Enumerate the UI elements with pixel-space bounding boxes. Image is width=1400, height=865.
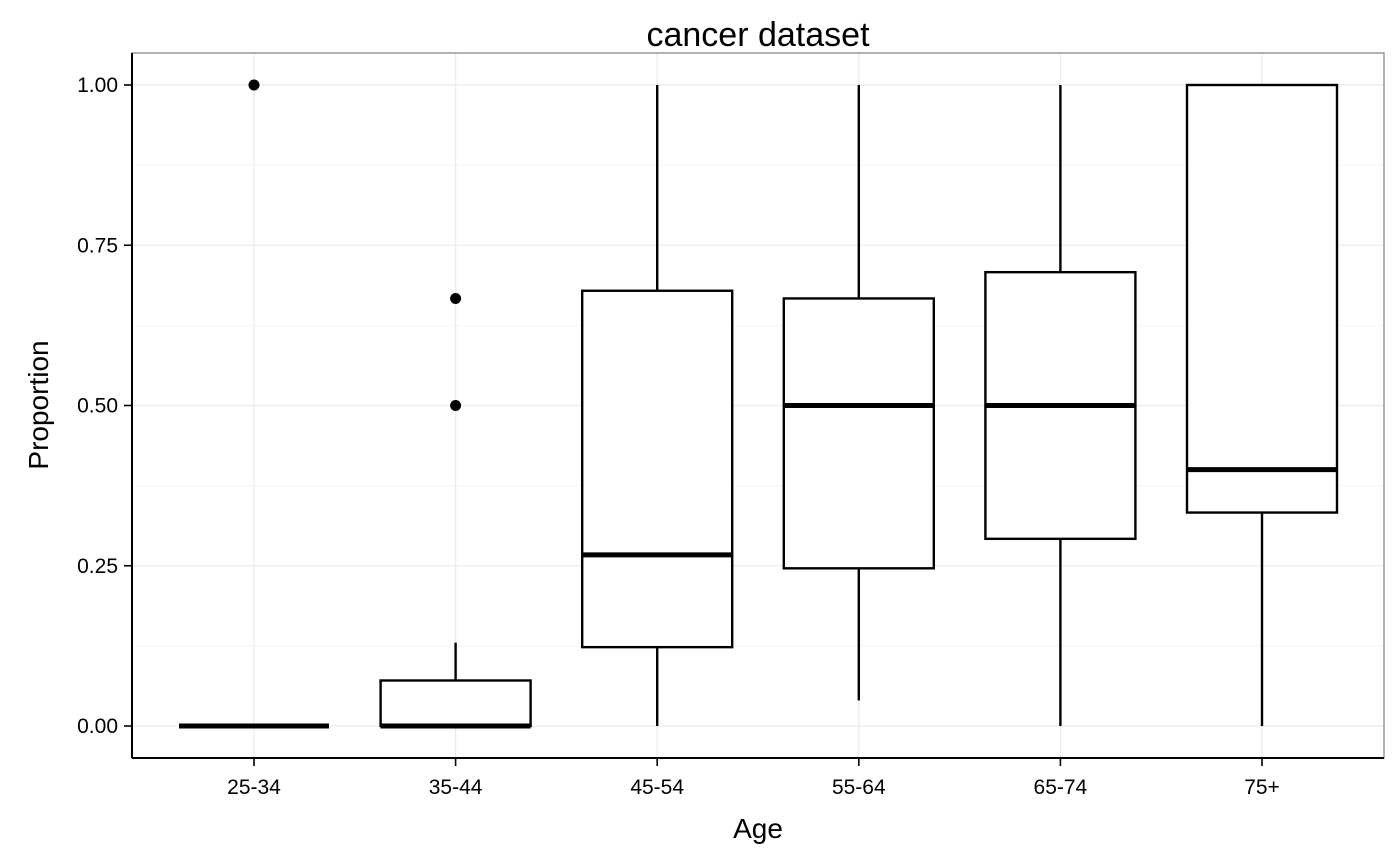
axes-layer: 0.00 0.25 0.50 0.75 1.00 25-34 35-44 45-54 55-64… <box>77 53 1384 799</box>
box-25-34 <box>179 79 329 729</box>
chart-title: cancer dataset <box>646 16 870 54</box>
box-55-64 <box>782 85 935 701</box>
box-rect <box>782 297 935 570</box>
y-axis-title: Proportion <box>23 340 54 469</box>
outlier-point <box>450 400 462 411</box>
outlier-point <box>450 292 462 304</box>
box-rect <box>581 289 734 649</box>
box-rect <box>1185 83 1339 514</box>
boxes-layer <box>179 79 1339 729</box>
y-tick-label: 0.25 <box>77 555 118 578</box>
x-tick-label: 55-64 <box>832 776 886 799</box>
x-tick-label: 75+ <box>1244 776 1280 799</box>
y-tick-label: 1.00 <box>77 74 118 97</box>
y-tick-label: 0.00 <box>77 715 118 738</box>
box-45-54 <box>581 85 734 726</box>
box-35-44 <box>379 292 532 729</box>
outlier-point <box>248 79 260 91</box>
x-tick-label: 45-54 <box>630 776 684 799</box>
box-75+ <box>1185 83 1339 726</box>
x-tick-label: 65-74 <box>1034 776 1088 799</box>
x-axis-title: Age <box>733 813 783 844</box>
x-tick-label: 25-34 <box>227 776 281 799</box>
box-rect <box>379 679 532 728</box>
y-tick-label: 0.50 <box>77 395 118 418</box>
box-65-74 <box>984 85 1137 726</box>
x-tick-label: 35-44 <box>429 776 483 799</box>
y-tick-label: 0.75 <box>77 234 118 257</box>
